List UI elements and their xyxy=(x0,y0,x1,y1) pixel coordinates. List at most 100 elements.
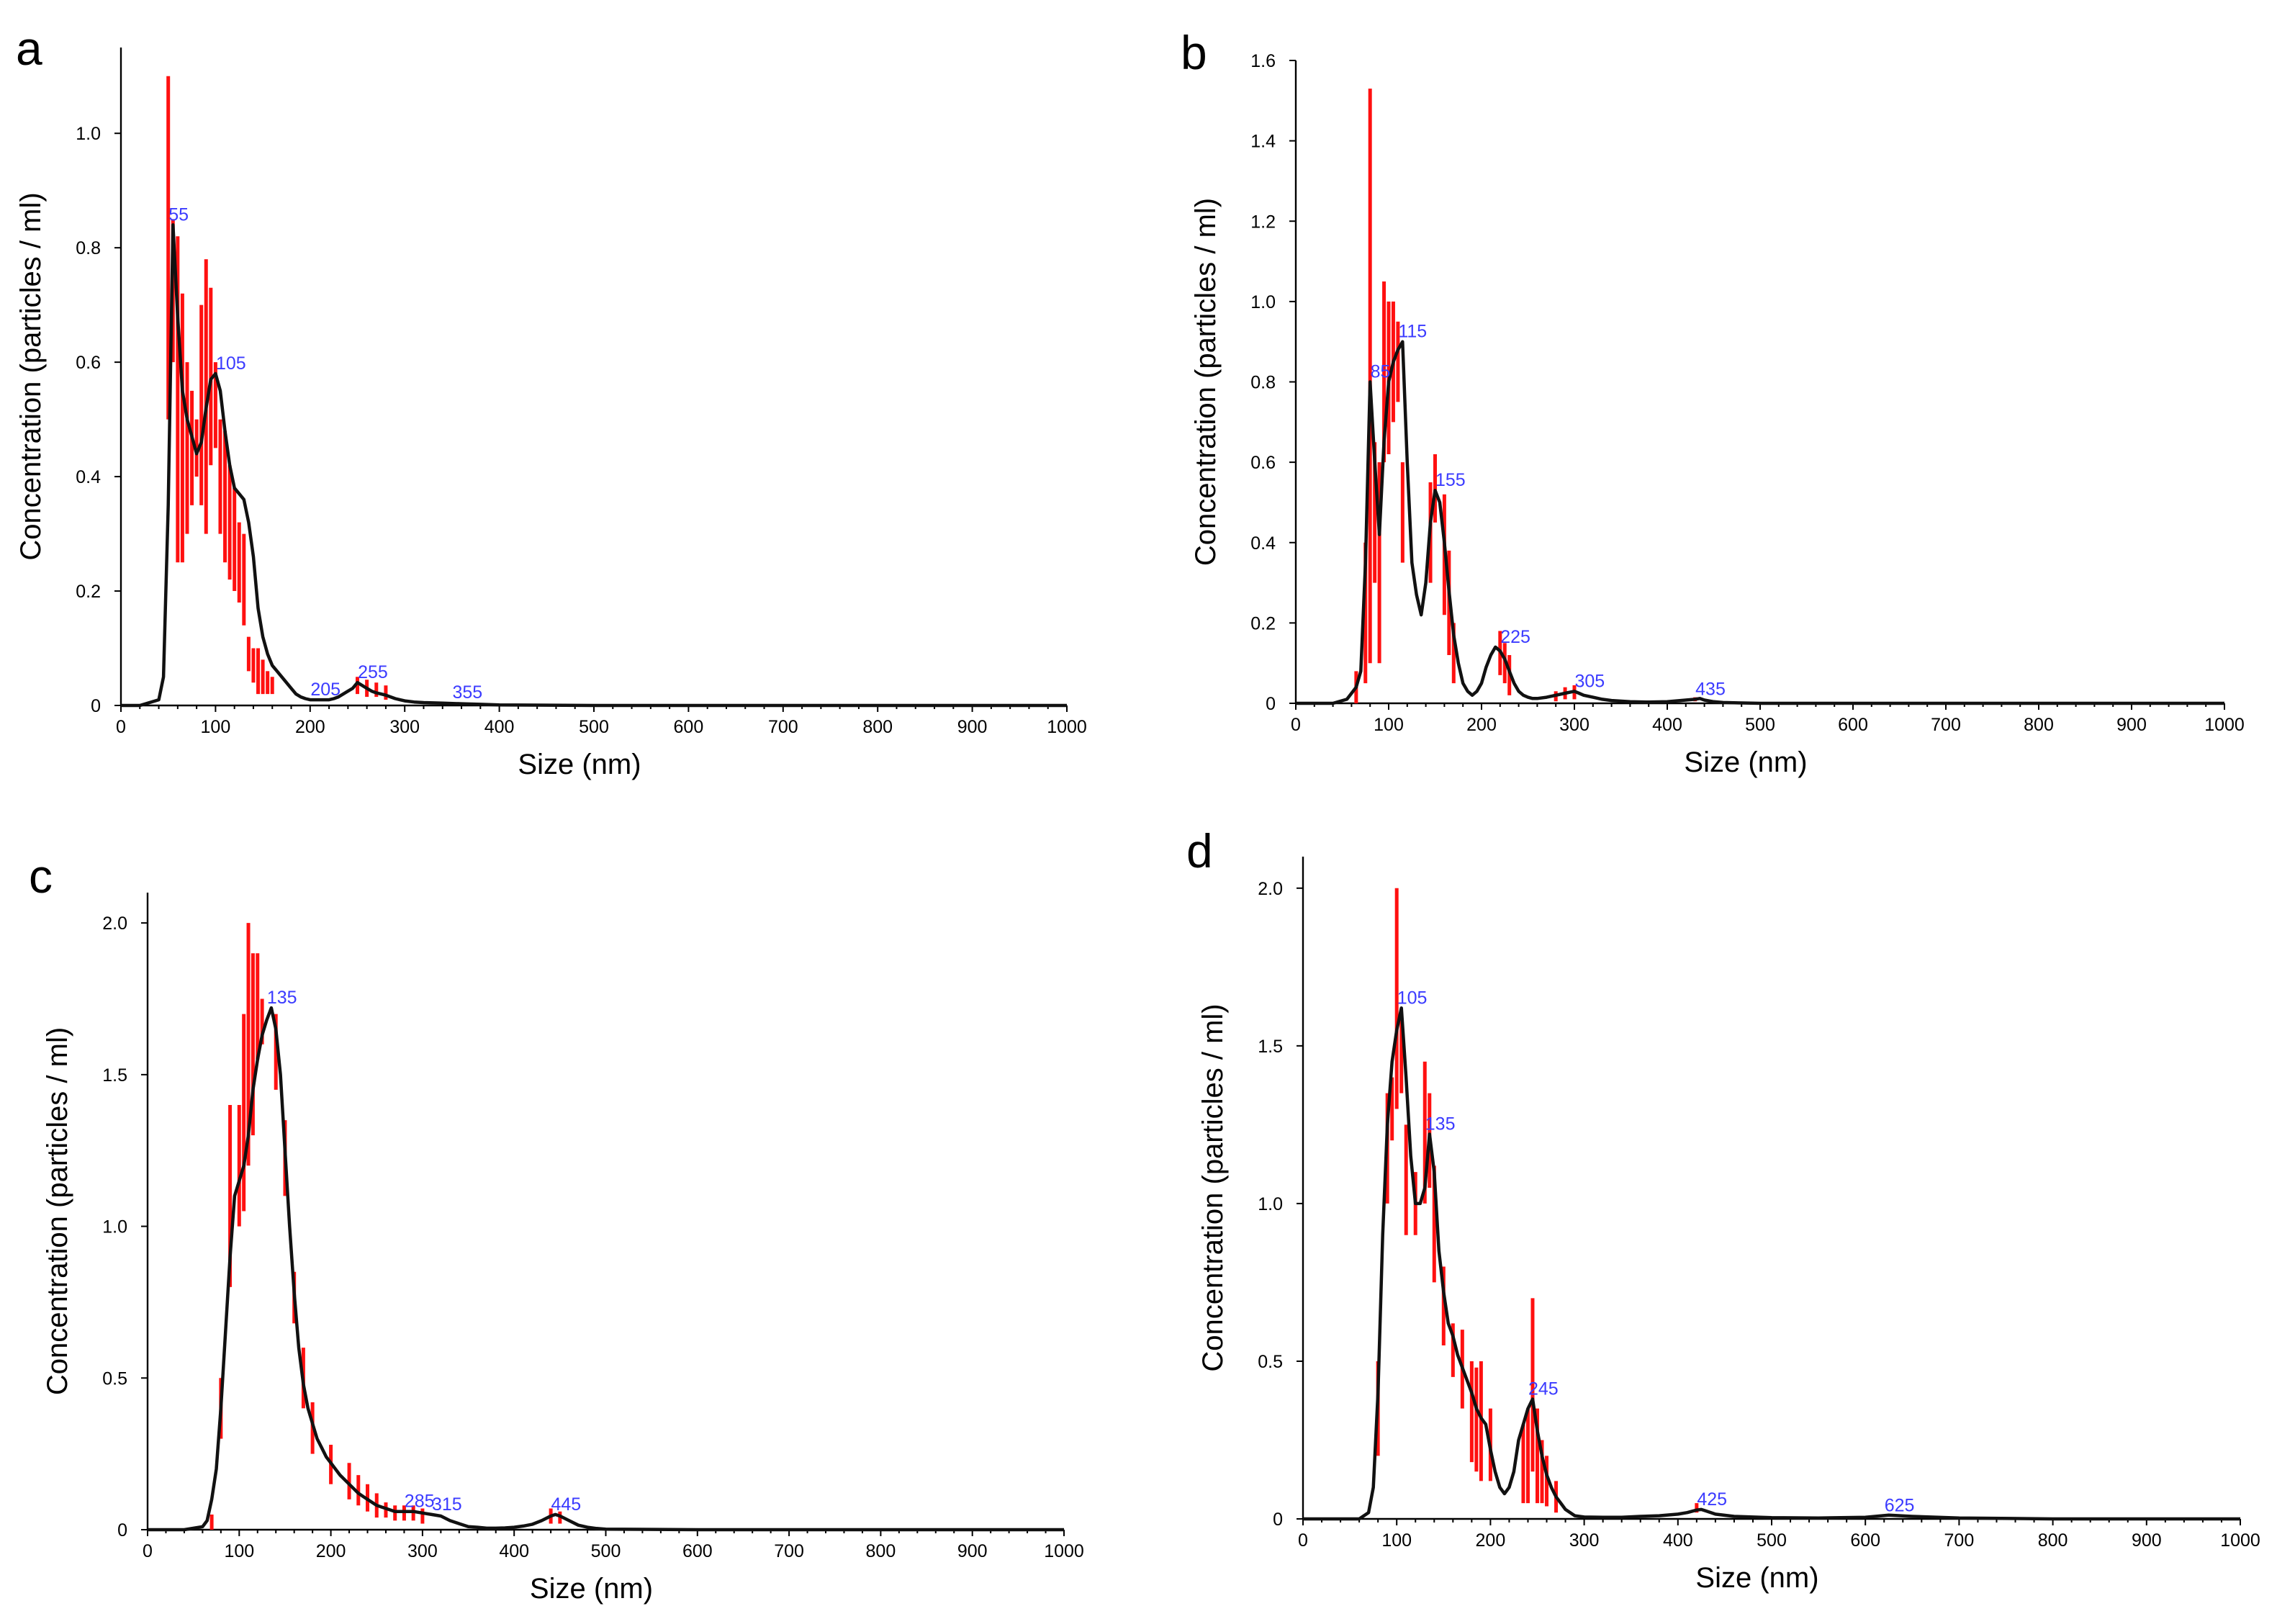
y-tick-label: 0.6 xyxy=(76,353,101,373)
peak-label: 225 xyxy=(1500,627,1530,647)
y-tick-label: 0.5 xyxy=(102,1368,127,1389)
y-axis-label: Concentration (particles / ml) xyxy=(1190,198,1222,566)
x-tick-label: 600 xyxy=(1850,1530,1880,1551)
x-tick-label: 600 xyxy=(682,1541,713,1561)
peak-label: 245 xyxy=(1528,1379,1559,1399)
peak-label: 135 xyxy=(267,988,297,1008)
y-tick-label: 1.0 xyxy=(102,1217,127,1237)
x-tick-label: 800 xyxy=(2024,715,2054,735)
x-tick-label: 300 xyxy=(1559,715,1590,735)
y-tick-label: 1.0 xyxy=(1258,1194,1283,1214)
x-tick-label: 500 xyxy=(1757,1530,1787,1551)
peak-label: 445 xyxy=(551,1494,581,1515)
x-tick-label: 300 xyxy=(407,1541,438,1561)
x-tick-label: 600 xyxy=(1838,715,1868,735)
y-tick-label: 0 xyxy=(1266,694,1276,714)
y-tick-label: 0.5 xyxy=(1258,1352,1283,1372)
y-tick-label: 0.8 xyxy=(1250,373,1276,393)
x-tick-label: 400 xyxy=(1652,715,1682,735)
y-tick-label: 0.2 xyxy=(1250,613,1276,633)
x-tick-label: 1000 xyxy=(1044,1541,1084,1561)
y-tick-label: 0.4 xyxy=(1250,533,1276,554)
x-tick-label: 100 xyxy=(201,717,231,737)
x-axis-label: Size (nm) xyxy=(530,1573,653,1605)
panel-letter: b xyxy=(1181,26,1207,79)
x-tick-label: 700 xyxy=(1931,715,1961,735)
peak-label: 55 xyxy=(168,204,189,225)
mean-concentration-line xyxy=(121,223,1067,708)
peak-label: 155 xyxy=(1435,470,1466,490)
x-tick-label: 0 xyxy=(116,717,126,737)
y-tick-label: 1.2 xyxy=(1250,212,1276,232)
peak-label: 625 xyxy=(1885,1496,1915,1516)
x-tick-label: 100 xyxy=(1381,1530,1412,1551)
peak-label: 135 xyxy=(1425,1114,1456,1134)
x-tick-label: 400 xyxy=(499,1541,529,1561)
x-tick-label: 800 xyxy=(2038,1530,2068,1551)
x-axis-label: Size (nm) xyxy=(1684,746,1807,778)
x-axis-label: Size (nm) xyxy=(1695,1562,1818,1594)
x-tick-label: 1000 xyxy=(1047,717,1087,737)
x-tick-label: 600 xyxy=(674,717,704,737)
peak-label: 85 xyxy=(1371,362,1391,382)
y-tick-label: 1.4 xyxy=(1250,132,1276,152)
x-tick-label: 500 xyxy=(1745,715,1775,735)
x-tick-label: 900 xyxy=(957,717,988,737)
x-tick-label: 400 xyxy=(484,717,515,737)
x-tick-label: 700 xyxy=(768,717,798,737)
panel-c: c 0 100 200 300 400 500 600 700 800 900 1000 0 0.5 1.0… xyxy=(29,849,1084,1605)
y-tick-label: 1.0 xyxy=(76,124,101,144)
x-tick-label: 200 xyxy=(316,1541,346,1561)
x-tick-label: 800 xyxy=(866,1541,896,1561)
y-tick-label: 0 xyxy=(117,1520,127,1540)
x-tick-label: 900 xyxy=(957,1541,988,1561)
peak-label: 115 xyxy=(1398,322,1427,342)
peak-label: 435 xyxy=(1695,679,1726,699)
x-tick-label: 300 xyxy=(1569,1530,1600,1551)
panel-b: b 0 100 200 300 400 500 600 700 800 900 1000 0 0.2 0.4… xyxy=(1181,26,2245,778)
x-tick-label: 800 xyxy=(862,717,893,737)
y-tick-label: 0.8 xyxy=(76,238,101,258)
x-tick-label: 300 xyxy=(389,717,420,737)
x-tick-label: 0 xyxy=(143,1541,153,1561)
peak-label: 355 xyxy=(452,682,482,703)
y-tick-label: 1.0 xyxy=(1250,292,1276,312)
y-tick-label: 2.0 xyxy=(1258,879,1283,899)
y-axis-label: Concentration (particles / ml) xyxy=(15,192,47,560)
x-tick-label: 100 xyxy=(1374,715,1404,735)
y-tick-label: 1.6 xyxy=(1250,51,1276,71)
panel-letter: d xyxy=(1186,824,1213,878)
x-tick-label: 100 xyxy=(224,1541,254,1561)
mean-concentration-line xyxy=(148,1006,1064,1532)
x-tick-label: 700 xyxy=(774,1541,804,1561)
peak-label: 105 xyxy=(216,353,246,374)
x-axis-label: Size (nm) xyxy=(518,749,641,780)
mean-concentration-line xyxy=(1296,340,2224,705)
y-tick-label: 2.0 xyxy=(102,914,127,934)
y-tick-label: 1.5 xyxy=(1258,1037,1283,1057)
x-tick-label: 0 xyxy=(1291,715,1301,735)
y-axis-label: Concentration (particles / ml) xyxy=(42,1027,73,1395)
x-tick-label: 200 xyxy=(1466,715,1497,735)
peak-label: 205 xyxy=(310,680,341,700)
mean-concentration-line xyxy=(1303,1006,2240,1521)
y-tick-label: 1.5 xyxy=(102,1065,127,1086)
y-tick-label: 0.6 xyxy=(1250,453,1276,473)
x-tick-label: 900 xyxy=(2132,1530,2162,1551)
x-tick-label: 200 xyxy=(295,717,325,737)
x-tick-label: 500 xyxy=(591,1541,621,1561)
x-tick-label: 200 xyxy=(1476,1530,1506,1551)
peak-label: 105 xyxy=(1397,988,1428,1008)
peak-label: 425 xyxy=(1697,1489,1727,1510)
peak-label: 305 xyxy=(1574,671,1605,691)
x-tick-label: 0 xyxy=(1298,1530,1308,1551)
panel-a: a 0 100 200 300 400 500 600 700 800 900 1000 0 0.2 0.4… xyxy=(15,22,1087,780)
peak-label: 315 xyxy=(432,1494,462,1515)
y-tick-label: 0 xyxy=(1273,1510,1283,1530)
panel-d: d 0 100 200 300 400 500 600 700 800 900 1000 0 0.5 1.0… xyxy=(1186,824,2260,1594)
x-tick-label: 500 xyxy=(579,717,609,737)
x-tick-label: 900 xyxy=(2116,715,2147,735)
y-axis-label: Concentration (particles / ml) xyxy=(1197,1003,1229,1371)
